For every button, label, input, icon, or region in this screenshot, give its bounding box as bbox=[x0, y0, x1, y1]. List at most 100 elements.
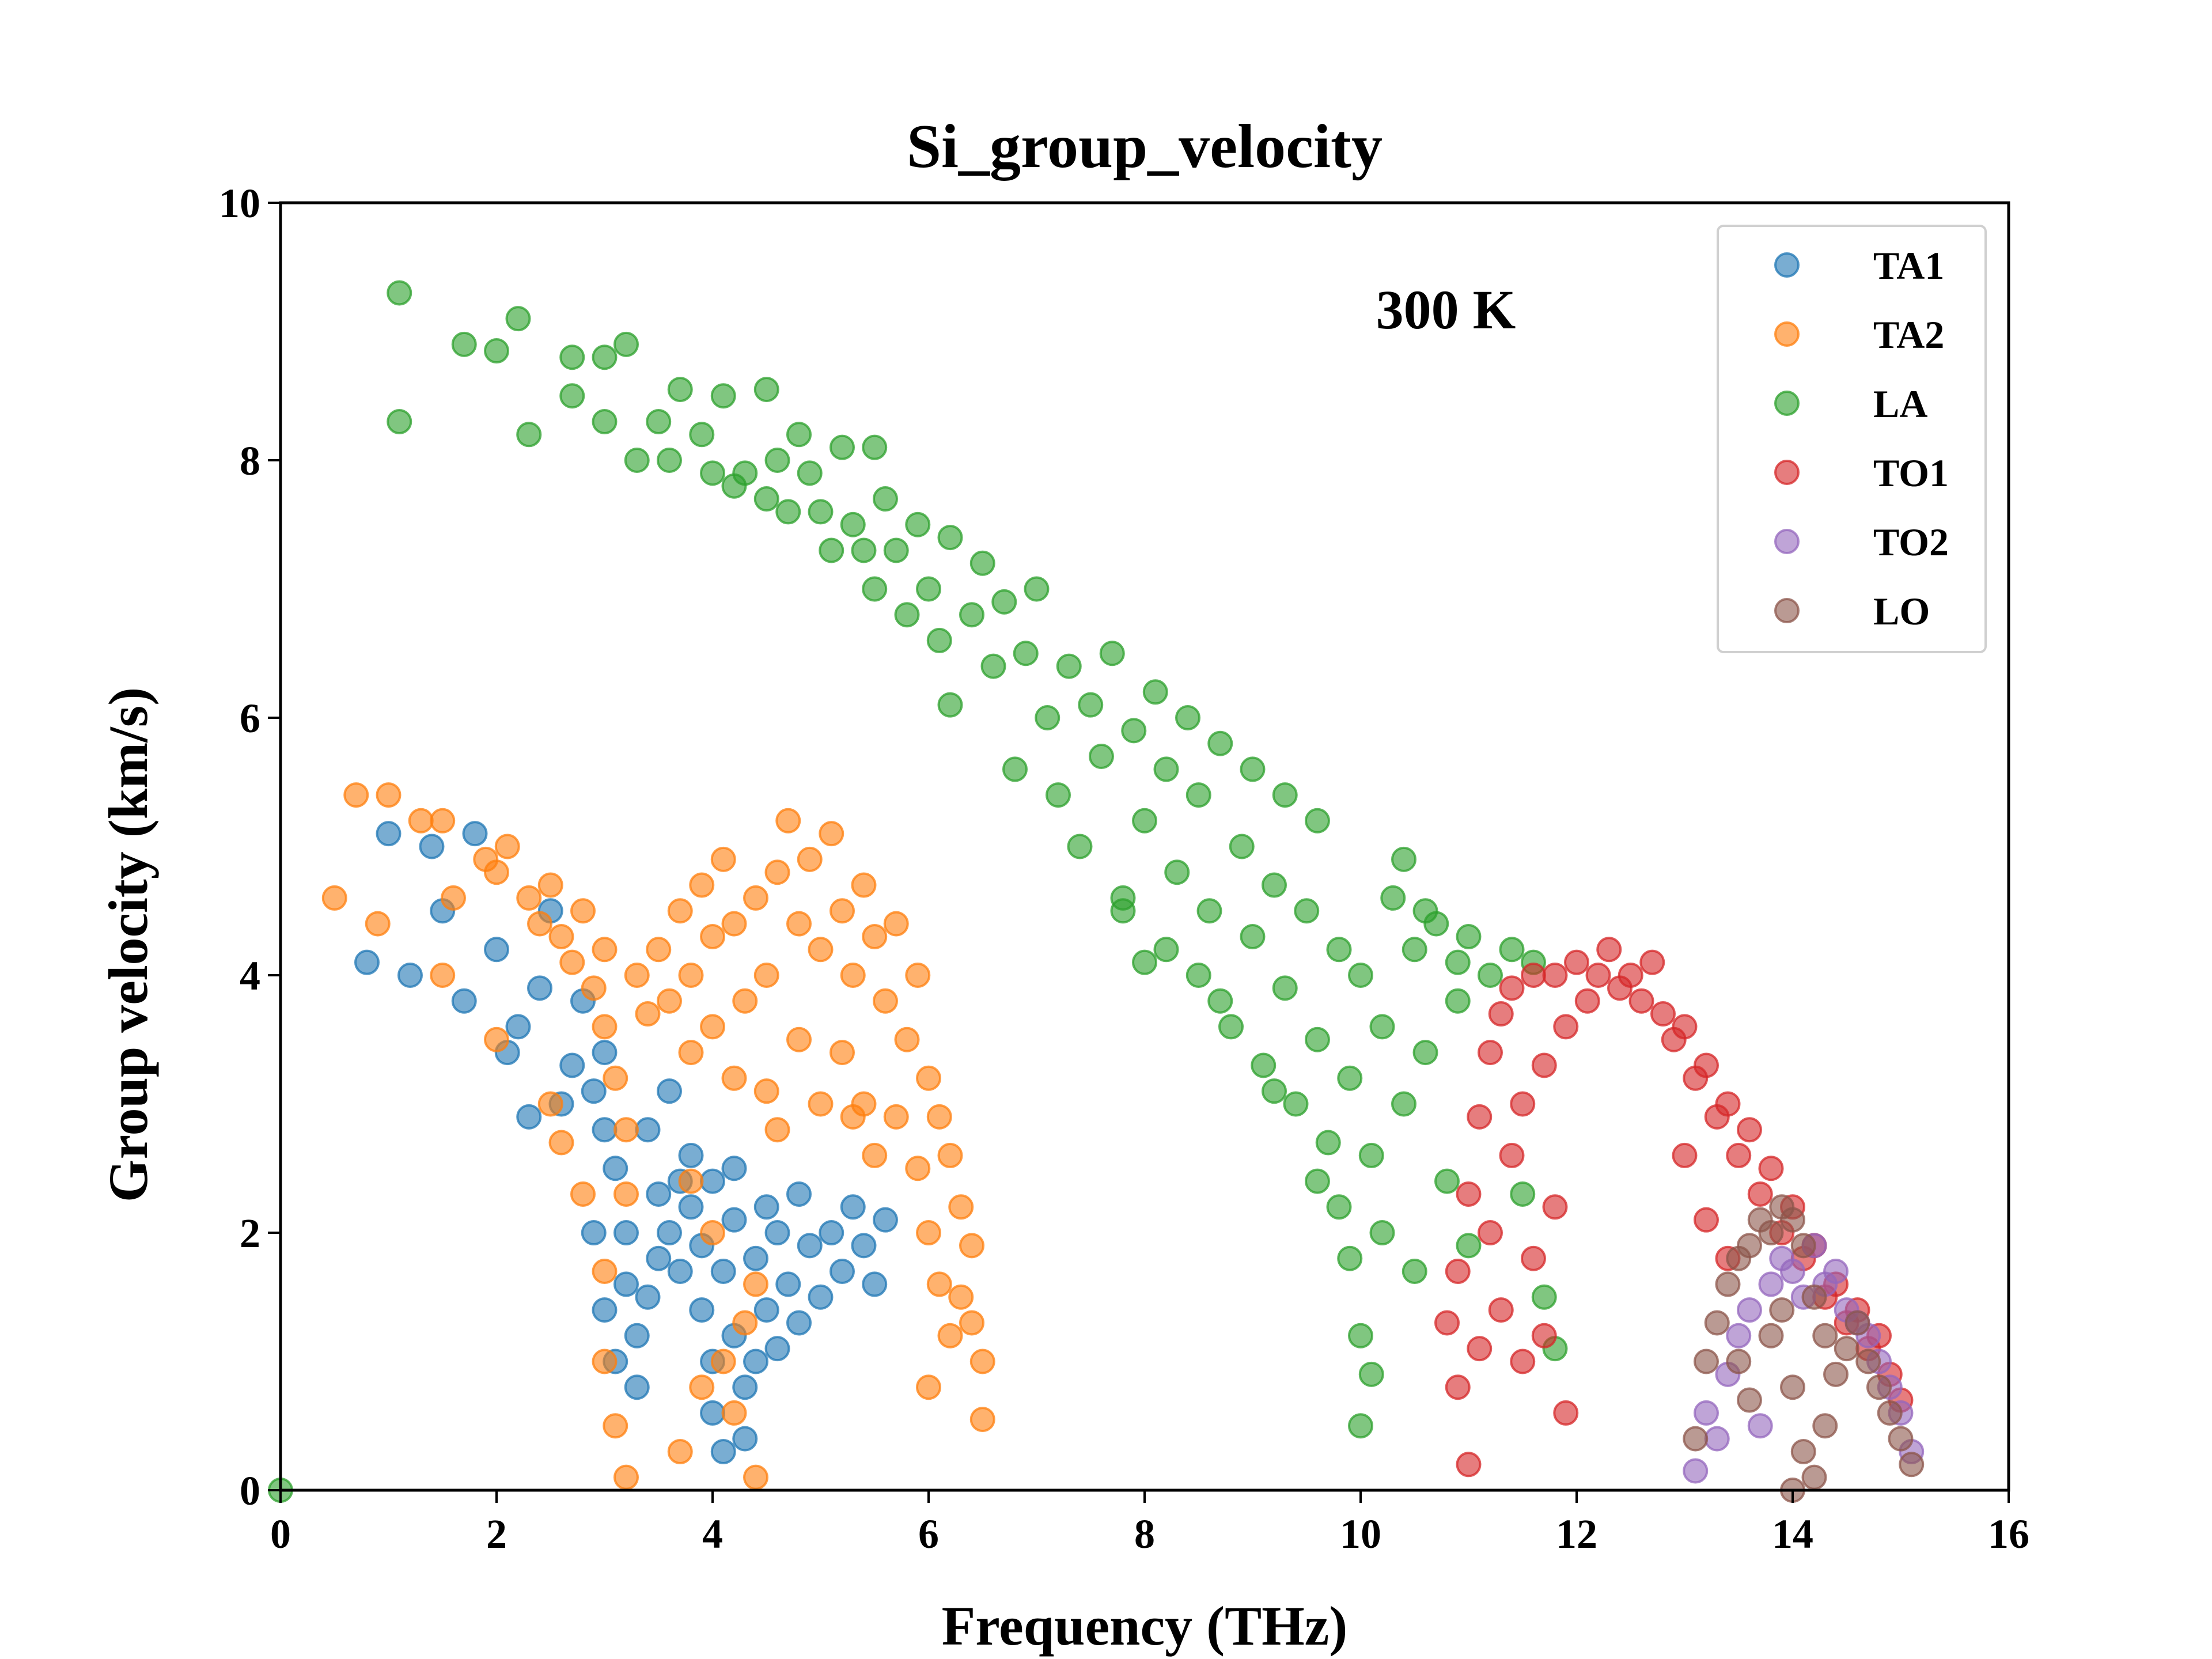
data-point bbox=[1272, 782, 1298, 808]
data-point bbox=[764, 1336, 790, 1362]
data-point bbox=[1737, 1117, 1762, 1143]
data-point bbox=[646, 937, 672, 963]
data-point bbox=[1067, 834, 1093, 859]
data-point bbox=[753, 486, 779, 512]
data-point bbox=[1272, 975, 1298, 1001]
data-point bbox=[667, 898, 693, 924]
data-point bbox=[1358, 1142, 1384, 1168]
data-point bbox=[1694, 1400, 1719, 1426]
data-point bbox=[1337, 1245, 1363, 1271]
data-point bbox=[484, 937, 509, 963]
data-point bbox=[603, 1065, 628, 1091]
data-point bbox=[969, 550, 995, 576]
series-ta2 bbox=[321, 782, 995, 1490]
data-point bbox=[592, 344, 618, 370]
data-point bbox=[840, 1194, 866, 1220]
data-point bbox=[484, 1027, 509, 1052]
data-point bbox=[646, 408, 672, 434]
data-point bbox=[646, 1245, 672, 1271]
data-point bbox=[1553, 1400, 1579, 1426]
data-point bbox=[1262, 872, 1287, 898]
legend-label: TO1 bbox=[1873, 451, 1949, 495]
data-point bbox=[894, 1027, 920, 1052]
data-point bbox=[1196, 898, 1222, 924]
data-point bbox=[689, 1374, 715, 1400]
legend-label: LA bbox=[1873, 382, 1927, 426]
data-point bbox=[1348, 1323, 1373, 1349]
data-point bbox=[1305, 1027, 1330, 1052]
data-point bbox=[1888, 1426, 1914, 1452]
data-point bbox=[1078, 692, 1104, 718]
data-point bbox=[969, 1407, 995, 1433]
data-point bbox=[451, 988, 477, 1014]
data-point bbox=[1467, 1336, 1493, 1362]
data-point bbox=[743, 1464, 768, 1490]
data-point bbox=[721, 1065, 747, 1091]
data-point bbox=[1628, 988, 1654, 1014]
data-point bbox=[1899, 1452, 1925, 1478]
data-point bbox=[1596, 937, 1622, 963]
data-point bbox=[1639, 949, 1665, 975]
data-point bbox=[1207, 730, 1233, 756]
data-point bbox=[819, 821, 844, 847]
data-point bbox=[753, 1194, 779, 1220]
data-point bbox=[1132, 808, 1157, 834]
data-point bbox=[505, 306, 531, 332]
legend-label: LO bbox=[1873, 589, 1930, 633]
data-point bbox=[926, 1271, 952, 1297]
data-point bbox=[537, 872, 563, 898]
data-point bbox=[721, 1156, 747, 1181]
data-point bbox=[1445, 1259, 1471, 1285]
x-axis-label: Frequency (THz) bbox=[942, 1595, 1348, 1657]
data-point bbox=[1521, 1245, 1546, 1271]
data-point bbox=[1402, 937, 1427, 963]
data-point bbox=[1283, 1091, 1309, 1117]
data-point bbox=[883, 537, 909, 563]
data-point bbox=[1402, 1259, 1427, 1285]
data-point bbox=[1801, 1284, 1827, 1310]
data-point bbox=[1510, 1349, 1536, 1374]
data-point bbox=[1737, 1233, 1762, 1259]
data-point bbox=[862, 923, 888, 949]
legend-label: TA1 bbox=[1873, 244, 1944, 287]
data-point bbox=[505, 1014, 531, 1040]
data-point bbox=[1564, 949, 1589, 975]
legend-marker bbox=[1774, 460, 1800, 485]
data-point bbox=[1445, 988, 1471, 1014]
data-point bbox=[1758, 1323, 1784, 1349]
data-point bbox=[559, 344, 585, 370]
data-point bbox=[1240, 756, 1266, 782]
x-tick-label: 14 bbox=[1772, 1511, 1813, 1557]
data-point bbox=[894, 602, 920, 628]
data-point bbox=[678, 1168, 704, 1194]
data-point bbox=[1478, 1040, 1503, 1066]
data-point bbox=[548, 923, 574, 949]
x-tick-label: 6 bbox=[918, 1511, 939, 1557]
data-point bbox=[1305, 808, 1330, 834]
data-point bbox=[624, 1374, 650, 1400]
data-point bbox=[721, 911, 747, 937]
data-point bbox=[721, 1400, 747, 1426]
x-tick-label: 4 bbox=[702, 1511, 723, 1557]
data-point bbox=[797, 1233, 823, 1259]
data-point bbox=[1369, 1014, 1395, 1040]
data-point bbox=[559, 383, 585, 409]
data-point bbox=[613, 331, 639, 357]
data-point bbox=[969, 1349, 995, 1374]
data-point bbox=[1002, 756, 1028, 782]
data-point bbox=[484, 338, 509, 364]
legend-marker bbox=[1774, 252, 1800, 278]
plot-frame bbox=[279, 201, 2010, 1492]
data-point bbox=[862, 576, 888, 602]
data-point bbox=[1823, 1361, 1849, 1387]
data-point bbox=[657, 1220, 682, 1245]
data-point bbox=[1521, 963, 1546, 988]
data-point bbox=[354, 949, 380, 975]
data-point bbox=[1737, 1297, 1762, 1323]
data-point bbox=[948, 1284, 974, 1310]
y-tick-label: 0 bbox=[240, 1468, 260, 1514]
data-point bbox=[678, 1142, 704, 1168]
data-point bbox=[1185, 963, 1211, 988]
data-point bbox=[581, 1078, 607, 1104]
